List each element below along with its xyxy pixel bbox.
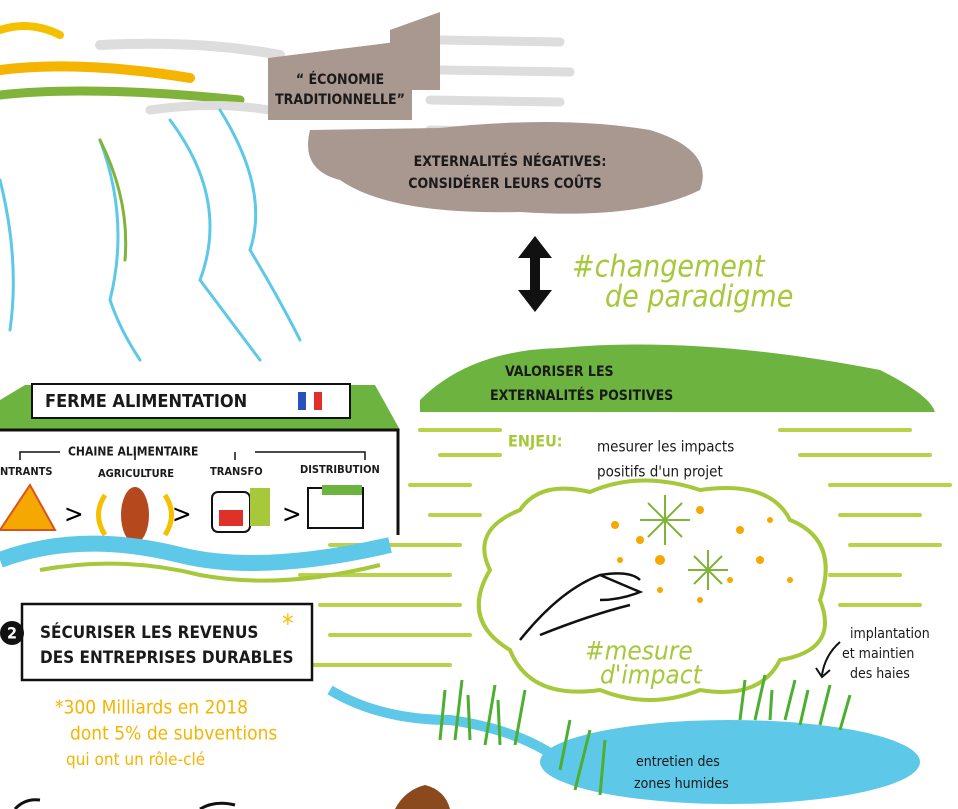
hashtag-line: de paradigme <box>605 280 793 315</box>
pond <box>540 720 920 804</box>
farm-stream-green <box>39 561 381 583</box>
factory-line: “ ÉCONOMIE <box>296 71 384 88</box>
stake-label: ENJEU: <box>508 432 563 451</box>
farm-stream <box>0 535 392 571</box>
secure-number: 2 <box>7 624 17 643</box>
farm-title: FERME ALIMENTATION <box>45 391 247 412</box>
impact-cloud <box>476 478 828 702</box>
factory-line: TRADITIONNELLE” <box>275 92 405 108</box>
stars <box>640 495 728 590</box>
chain-bracket <box>19 451 366 460</box>
chain-step: TRANSFO <box>210 465 263 478</box>
secure-line: SÉCURISER LES REVENUS <box>40 621 258 643</box>
hedge-line: des haies <box>850 666 910 682</box>
wetland-line: zones humides <box>634 776 729 792</box>
farm-wall <box>0 428 400 535</box>
wetland-line: entretien des <box>636 754 720 770</box>
stake-line: positifs d'un projet <box>597 463 723 481</box>
chain-step: DISTRIBUTION <box>300 463 380 476</box>
note-line: qui ont un rôle-clé <box>66 750 205 770</box>
transfo-side <box>250 488 270 526</box>
chain-arrow: > <box>172 500 192 530</box>
hedge-line: implantation <box>850 626 930 642</box>
flag-blue <box>298 392 306 410</box>
negative-line: EXTERNALITÉS NÉGATIVES: <box>414 153 607 170</box>
secure-star: * <box>282 610 294 640</box>
hand <box>519 572 644 641</box>
bottom-figure <box>395 785 450 809</box>
chain-step: AGRICULTURE <box>98 467 174 480</box>
plant-icon <box>121 487 149 543</box>
secure-line: DES ENTREPRISES DURABLES <box>40 648 293 668</box>
chain-step: NTRANTS <box>0 465 52 478</box>
secure-box <box>20 602 314 682</box>
hashtag-line: #changement <box>572 250 766 285</box>
note-line: *300 Milliards en 2018 <box>55 697 248 719</box>
farm-sign <box>31 383 351 419</box>
inputs-icon <box>0 483 57 531</box>
number-badge <box>0 621 24 645</box>
double-arrow <box>518 236 552 312</box>
negative-line: CONSIDÉRER LEURS COÛTS <box>408 174 602 192</box>
reeds <box>438 674 852 796</box>
hashtag-line: #mesure <box>585 637 693 667</box>
hedge-line: et maintien <box>842 646 914 662</box>
stake-line: mesurer les impacts <box>597 438 734 456</box>
positive-line: EXTERNALITÉS POSITIVES <box>490 387 673 404</box>
stream <box>327 685 563 765</box>
hashtag-line: d'impact <box>600 661 703 691</box>
bottom-figure <box>13 798 236 809</box>
chain-arrow: > <box>64 500 84 530</box>
plant-halo <box>96 493 174 537</box>
streaks <box>0 22 575 362</box>
positive-line: VALORISER LES <box>505 364 614 380</box>
note-line: dont 5% de subventions <box>70 723 277 745</box>
shop-awning <box>322 485 362 495</box>
chain-arrow: > <box>282 500 302 530</box>
sparkles <box>611 506 793 603</box>
hedge-arrow <box>815 641 841 679</box>
green-hill <box>420 344 935 412</box>
flag-red <box>314 392 322 410</box>
transfo-fill <box>219 510 243 526</box>
chain-label: CHAINE ALIMENTAIRE <box>68 445 198 459</box>
factory <box>268 12 703 214</box>
field-lines <box>298 428 952 667</box>
